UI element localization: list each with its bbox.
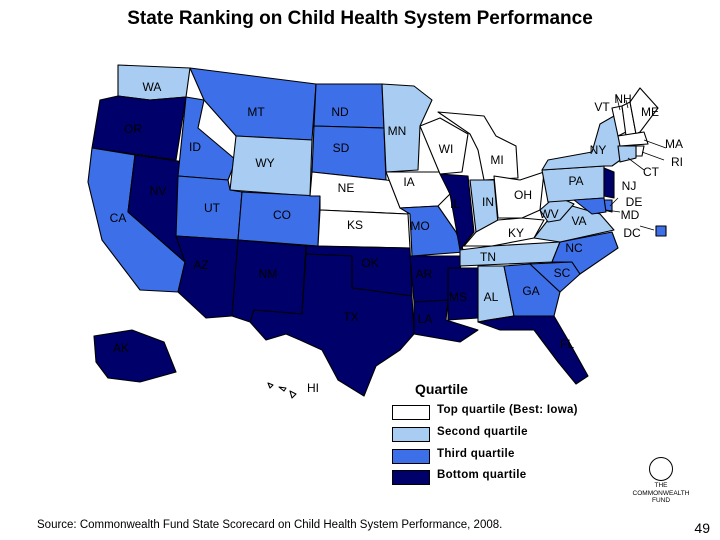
label-nh: NH: [614, 92, 631, 106]
connector-lines: [605, 93, 667, 231]
label-wa: WA: [143, 80, 162, 94]
state-ny[interactable]: [541, 115, 627, 171]
label-ct: CT: [643, 165, 660, 179]
logo-line: THE: [654, 482, 668, 489]
state-fl[interactable]: [477, 315, 589, 385]
state-mt[interactable]: [189, 67, 317, 141]
label-de: DE: [626, 195, 643, 209]
page-number: 49: [694, 520, 710, 536]
state-tx[interactable]: [249, 253, 415, 397]
label-hi: HI: [307, 381, 319, 395]
logo-line: COMMONWEALTH: [632, 489, 690, 497]
label-ut: UT: [204, 201, 221, 215]
label-wv: WV: [539, 207, 558, 221]
label-ca: CA: [110, 211, 127, 225]
state-az[interactable]: [175, 235, 239, 319]
label-ms: MS: [449, 290, 467, 304]
label-ok: OK: [361, 256, 378, 270]
label-az: AZ: [193, 258, 208, 272]
label-ky: KY: [508, 226, 524, 240]
label-mi: MI: [490, 153, 503, 167]
state-md[interactable]: [573, 197, 607, 215]
label-mn: MN: [388, 124, 407, 138]
label-mo: MO: [410, 219, 429, 233]
label-il: IL: [450, 197, 460, 211]
label-nm: NM: [259, 267, 278, 281]
label-or: OR: [124, 122, 142, 136]
label-pa: PA: [568, 174, 583, 188]
label-sd: SD: [333, 141, 350, 155]
logo-emblem-icon: [649, 457, 673, 481]
state-mi[interactable]: [437, 111, 519, 181]
legend-label: Third quartile: [437, 448, 515, 460]
state-nj[interactable]: [603, 167, 615, 199]
label-nv: NV: [150, 184, 167, 198]
label-nj: NJ: [622, 179, 637, 193]
label-wy: WY: [255, 156, 274, 170]
label-ny: NY: [590, 143, 607, 157]
logo-line: FUND: [651, 497, 671, 504]
label-la: LA: [418, 312, 433, 326]
label-sc: SC: [554, 266, 571, 280]
label-tn: TN: [480, 250, 496, 264]
label-ri: RI: [671, 155, 683, 169]
state-dc[interactable]: [655, 225, 667, 237]
state-hi[interactable]: [267, 382, 297, 399]
legend-swatch: [392, 427, 430, 442]
legend-label: Bottom quartile: [437, 469, 527, 481]
legend-swatch: [392, 405, 430, 420]
chart-title: State Ranking on Child Health System Per…: [127, 8, 593, 29]
commonwealth-fund-logo: THE COMMONWEALTH FUND: [630, 457, 692, 505]
state-nd[interactable]: [313, 83, 385, 129]
label-ak: AK: [113, 341, 129, 355]
state-ma[interactable]: [617, 131, 649, 147]
label-tx: TX: [343, 310, 358, 324]
label-ia: IA: [403, 175, 414, 189]
label-wi: WI: [439, 142, 454, 156]
label-ks: KS: [347, 218, 363, 232]
label-md: MD: [621, 208, 640, 222]
legend-title: Quartile: [415, 381, 468, 397]
state-ct[interactable]: [617, 145, 637, 163]
label-id: ID: [189, 140, 201, 154]
state-ri[interactable]: [635, 145, 645, 157]
legend-swatch: [392, 470, 430, 485]
legend-label: Top quartile (Best: Iowa): [437, 404, 578, 416]
label-va: VA: [571, 214, 586, 228]
label-ga: GA: [522, 284, 539, 298]
label-co: CO: [273, 208, 291, 222]
state-wi[interactable]: [419, 117, 469, 175]
state-ia[interactable]: [385, 171, 451, 209]
source-note: Source: Commonwealth Fund State Scorecar…: [37, 519, 503, 531]
legend-label: Second quartile: [437, 426, 528, 438]
state-me[interactable]: [629, 87, 659, 135]
label-me: ME: [641, 105, 659, 119]
state-ky[interactable]: [463, 217, 545, 247]
label-oh: OH: [514, 188, 532, 202]
state-ks[interactable]: [317, 209, 411, 249]
label-vt: VT: [594, 100, 610, 114]
state-il[interactable]: [439, 173, 475, 251]
label-fl: FL: [560, 337, 574, 351]
label-ne: NE: [338, 181, 355, 195]
label-al: AL: [484, 290, 499, 304]
label-mt: MT: [247, 105, 265, 119]
state-ga[interactable]: [503, 263, 561, 317]
legend-swatch: [392, 449, 430, 464]
label-ar: AR: [416, 267, 433, 281]
label-nd: ND: [331, 105, 349, 119]
state-ak[interactable]: [93, 329, 177, 383]
label-dc: DC: [623, 226, 641, 240]
label-nc: NC: [565, 241, 583, 255]
label-in: IN: [482, 195, 494, 209]
label-ma: MA: [665, 137, 683, 151]
